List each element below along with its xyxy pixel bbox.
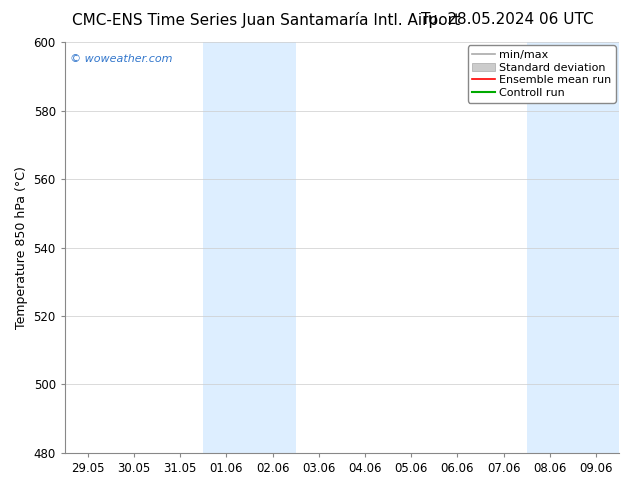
Y-axis label: Temperature 850 hPa (°C): Temperature 850 hPa (°C) [15,166,28,329]
Text: © woweather.com: © woweather.com [70,54,173,64]
Legend: min/max, Standard deviation, Ensemble mean run, Controll run: min/max, Standard deviation, Ensemble me… [468,46,616,102]
Text: CMC-ENS Time Series Juan Santamaría Intl. Airport: CMC-ENS Time Series Juan Santamaría Intl… [72,12,460,28]
Bar [204,42,295,453]
Text: Tu. 28.05.2024 06 UTC: Tu. 28.05.2024 06 UTC [421,12,593,27]
Bar [527,42,619,453]
